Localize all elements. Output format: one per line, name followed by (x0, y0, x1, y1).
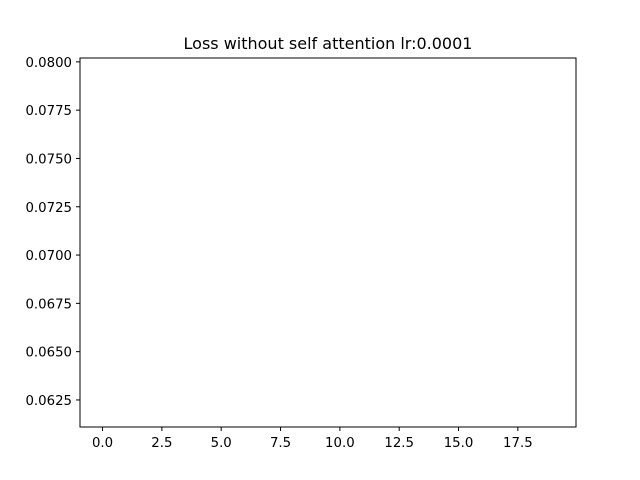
plot-area-frame (79, 57, 577, 428)
y-tick-label: 0.0750 (25, 152, 72, 167)
x-tick-label: 15.0 (444, 436, 474, 451)
y-tick-label: 0.0700 (25, 249, 72, 264)
chart-title: Loss without self attention lr:0.0001 (184, 34, 473, 53)
y-axis: 0.0625 0.0650 0.0675 0.0700 0.0725 0.0750 0.07… (25, 56, 80, 409)
x-tick-label: 10.0 (325, 436, 355, 451)
x-tick-label: 2.5 (151, 436, 172, 451)
x-tick-label: 12.5 (384, 436, 414, 451)
y-tick-label: 0.0650 (25, 346, 72, 361)
x-tick-label: 0.0 (92, 436, 113, 451)
y-tick-label: 0.0675 (25, 297, 72, 312)
y-tick-label: 0.0800 (25, 56, 72, 71)
y-tick-label: 0.0725 (25, 201, 72, 216)
x-axis: 0.0 2.5 5.0 7.5 10.0 12.5 15.0 17.5 (92, 427, 533, 451)
x-tick-label: 7.5 (270, 436, 291, 451)
x-tick-label: 5.0 (211, 436, 232, 451)
y-tick-label: 0.0625 (25, 394, 72, 409)
x-tick-label: 17.5 (503, 436, 533, 451)
y-tick-label: 0.0775 (25, 104, 72, 119)
